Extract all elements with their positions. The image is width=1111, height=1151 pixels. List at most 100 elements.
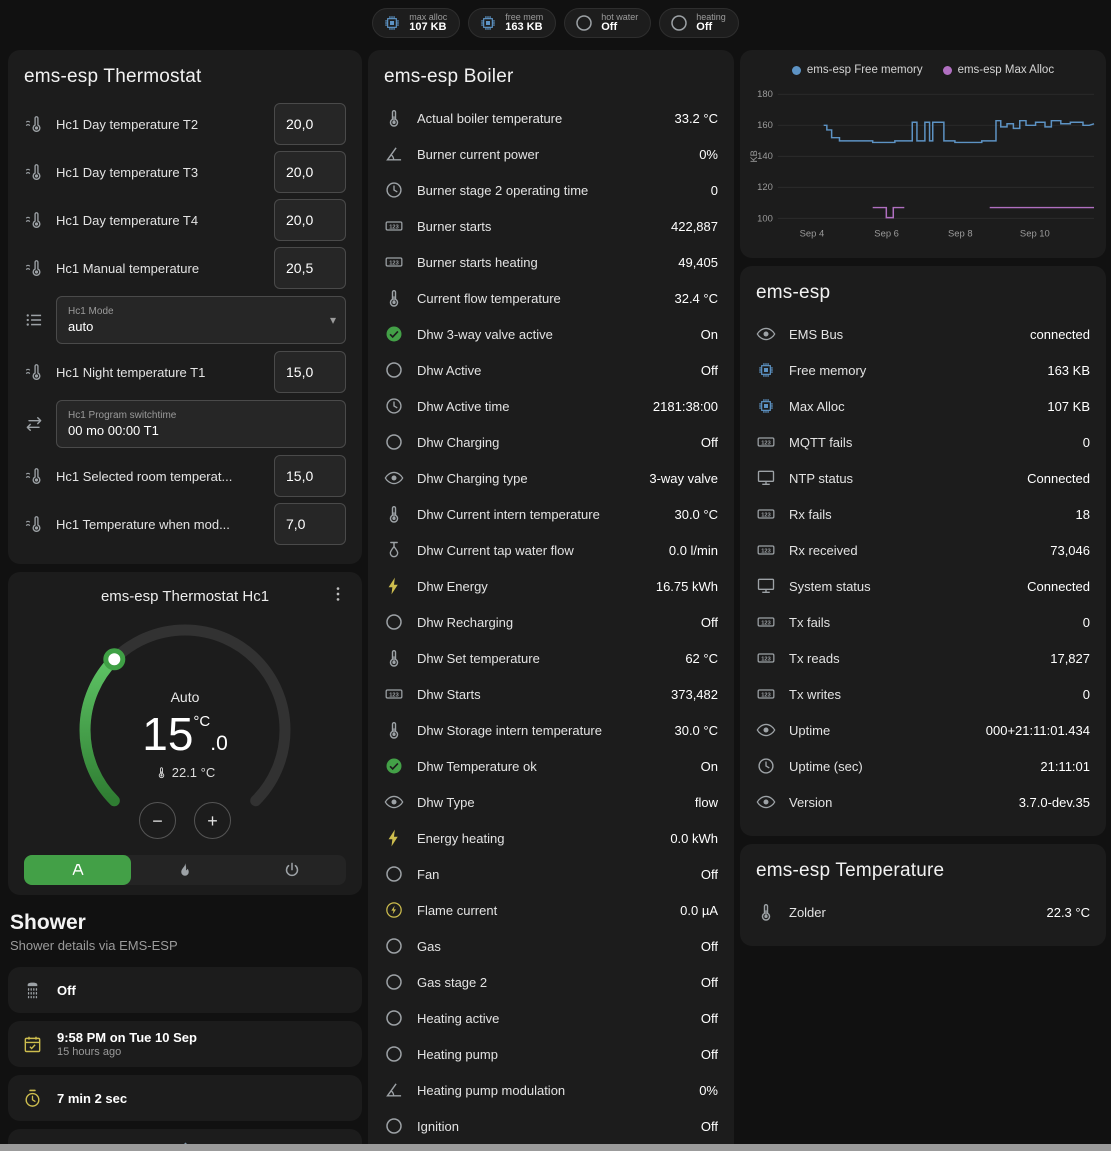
entity-row[interactable]: Heating pump Off [384, 1036, 718, 1072]
entity-row[interactable]: Dhw Recharging Off [384, 604, 718, 640]
thermometer-water-icon [24, 258, 44, 278]
entity-state: 33.2 °C [674, 110, 718, 126]
swap-icon [24, 414, 44, 434]
decrease-temperature-button[interactable]: − [139, 802, 176, 839]
status-chip[interactable]: heating Off [659, 8, 739, 38]
shower-duration-card[interactable]: 7 min 2 sec [8, 1075, 362, 1121]
check-circle-icon [384, 756, 404, 776]
card-title: ems-esp Temperature [756, 860, 945, 881]
memory-chart-card: ems-esp Free memory ems-esp Max Alloc 100… [740, 50, 1106, 258]
legend-dot [942, 65, 952, 75]
entity-row[interactable]: 123 Burner starts 422,887 [384, 208, 718, 244]
entity-row[interactable]: Actual boiler temperature 33.2 °C [384, 100, 718, 136]
entity-row[interactable]: Dhw Active Off [384, 352, 718, 388]
entity-row[interactable]: Dhw 3-way valve active On [384, 316, 718, 352]
entity-row[interactable]: Gas Off [384, 928, 718, 964]
memory-icon [382, 13, 402, 33]
number-input[interactable]: 20,0 [274, 151, 346, 193]
entity-row[interactable]: 123 Rx fails 18 [756, 496, 1090, 532]
entity-row[interactable]: Dhw Charging Off [384, 424, 718, 460]
entity-row[interactable]: Heating active Off [384, 1000, 718, 1036]
chip-value: Off [601, 20, 618, 33]
status-chip[interactable]: free mem 163 KB [468, 8, 557, 38]
entity-row[interactable]: System status Connected [756, 568, 1090, 604]
dots-icon[interactable] [328, 584, 352, 608]
entity-row[interactable]: Fan Off [384, 856, 718, 892]
setting-label: Hc1 Day temperature T3 [56, 164, 199, 180]
entity-row[interactable]: Gas stage 2 Off [384, 964, 718, 1000]
entity-state: 73,046 [1050, 542, 1090, 558]
chip-text: heating Off [696, 12, 726, 34]
entity-row[interactable]: Dhw Storage intern temperature 30.0 °C [384, 712, 718, 748]
entity-row[interactable]: Uptime (sec) 21:11:01 [756, 748, 1090, 784]
entity-row[interactable]: Dhw Energy 16.75 kWh [384, 568, 718, 604]
shower-timestamp-card[interactable]: 9:58 PM on Tue 10 Sep 15 hours ago [8, 1021, 362, 1067]
entity-row[interactable]: 123 Dhw Starts 373,482 [384, 676, 718, 712]
entity-row[interactable]: Uptime 000+21:11:01.434 [756, 712, 1090, 748]
entity-row[interactable]: 123 Rx received 73,046 [756, 532, 1090, 568]
shower-timestamp: 9:58 PM on Tue 10 Sep [57, 1030, 197, 1045]
status-chip[interactable]: max alloc 107 KB [372, 8, 461, 38]
entity-row[interactable]: 123 MQTT fails 0 [756, 424, 1090, 460]
entity-row[interactable]: Zolder 22.3 °C [756, 894, 1090, 930]
entity-row[interactable]: 123 Burner starts heating 49,405 [384, 244, 718, 280]
entity-row[interactable]: Dhw Charging type 3-way valve [384, 460, 718, 496]
number-input[interactable]: 20,0 [274, 199, 346, 241]
entity-row[interactable]: Burner stage 2 operating time 0 [384, 172, 718, 208]
entity-row[interactable]: Ignition Off [384, 1108, 718, 1144]
entity-row[interactable]: Heating pump modulation 0% [384, 1072, 718, 1108]
entity-row[interactable]: Max Alloc 107 KB [756, 388, 1090, 424]
setting-label: Hc1 Mode [68, 306, 114, 317]
entity-row[interactable]: Dhw Current intern temperature 30.0 °C [384, 496, 718, 532]
entity-row[interactable]: 123 Tx fails 0 [756, 604, 1090, 640]
entity-state: 422,887 [671, 218, 718, 234]
entity-state: 0% [699, 1082, 718, 1098]
status-chip[interactable]: hot water Off [564, 8, 652, 38]
legend-item[interactable]: ems-esp Max Alloc [942, 64, 1055, 76]
entity-state: 22.3 °C [1046, 904, 1090, 920]
svg-text:123: 123 [761, 512, 770, 518]
flame-icon[interactable] [131, 855, 238, 885]
entity-row[interactable]: Free memory 163 KB [756, 352, 1090, 388]
entity-row[interactable]: 123 Tx reads 17,827 [756, 640, 1090, 676]
select-input[interactable]: Hc1 Program switchtime 00 mo 00:00 T1 ▾ [56, 400, 346, 448]
entity-row[interactable]: Flame current 0.0 µA [384, 892, 718, 928]
number-input[interactable]: 20,5 [274, 247, 346, 289]
thermometer-icon [384, 648, 404, 668]
number-input[interactable]: 20,0 [274, 103, 346, 145]
entity-row[interactable]: Dhw Type flow [384, 784, 718, 820]
flash-icon [384, 828, 404, 848]
right-column: ems-esp Free memory ems-esp Max Alloc 100… [740, 50, 1106, 946]
increase-temperature-button[interactable]: + [194, 802, 231, 839]
dial-arc[interactable] [66, 611, 304, 849]
number-input[interactable]: 15,0 [274, 351, 346, 393]
dial-handle[interactable] [103, 648, 126, 671]
horizontal-scrollbar[interactable] [0, 1144, 1111, 1151]
entity-row[interactable]: EMS Bus connected [756, 316, 1090, 352]
legend-item[interactable]: ems-esp Free memory [791, 64, 923, 76]
entity-row[interactable]: Dhw Set temperature 62 °C [384, 640, 718, 676]
select-input[interactable]: Hc1 Mode auto ▾ [56, 296, 346, 344]
power-icon[interactable] [239, 855, 346, 885]
temperature-card: ems-esp Temperature Zolder 22.3 °C [740, 844, 1106, 946]
entity-state: 30.0 °C [674, 722, 718, 738]
card-title: ems-esp Thermostat [24, 66, 202, 87]
number-input[interactable]: 7,0 [274, 503, 346, 545]
shower-state-card[interactable]: Off [8, 967, 362, 1013]
entity-row[interactable]: NTP status Connected [756, 460, 1090, 496]
entity-row[interactable]: Version 3.7.0-dev.35 [756, 784, 1090, 820]
entity-row[interactable]: Dhw Active time 2181:38:00 [384, 388, 718, 424]
entity-name: Burner starts [417, 218, 492, 234]
legend-label: ems-esp Max Alloc [957, 64, 1055, 76]
entity-row[interactable]: Current flow temperature 32.4 °C [384, 280, 718, 316]
entity-name: System status [789, 578, 871, 594]
entity-row[interactable]: 123 Tx writes 0 [756, 676, 1090, 712]
entity-row[interactable]: Burner current power 0% [384, 136, 718, 172]
number-input[interactable]: 15,0 [274, 455, 346, 497]
entity-row[interactable]: Dhw Current tap water flow 0.0 l/min [384, 532, 718, 568]
entity-row[interactable]: Dhw Temperature ok On [384, 748, 718, 784]
entity-row[interactable]: Energy heating 0.0 kWh [384, 820, 718, 856]
auto-icon[interactable] [24, 855, 132, 885]
circle-icon [384, 864, 404, 884]
entity-name: Rx fails [789, 506, 832, 522]
